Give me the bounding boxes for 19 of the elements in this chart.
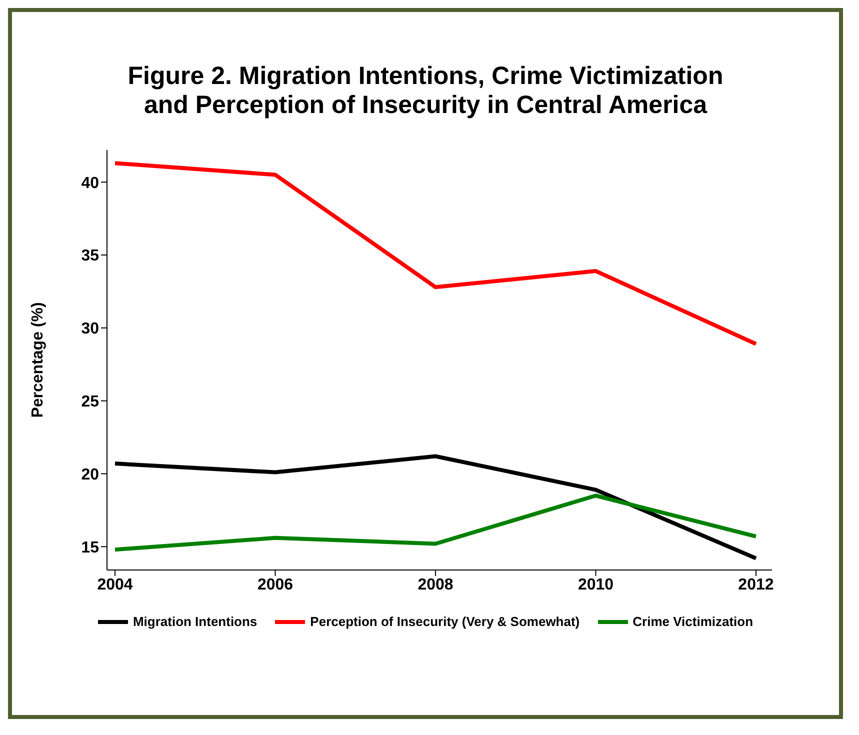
legend-label: Crime Victimization [632,614,754,629]
x-tick-label: 2006 [257,576,294,594]
x-tick-label: 2008 [418,576,454,594]
x-tick-label: 2010 [578,576,614,594]
x-tick-label: 2004 [97,576,133,594]
y-tick-label: 30 [81,320,100,338]
x-tick-label: 2012 [738,576,774,594]
y-axis-title: Percentage (%) [30,302,47,418]
line-series [113,454,758,560]
legend-label: Perception of Insecurity (Very & Somewhat) [310,614,580,629]
y-tick-label: 40 [81,174,100,192]
y-tick-label: 35 [81,248,100,265]
y-tick-label: 20 [81,466,100,484]
legend-label: Migration Intentions [132,614,258,629]
chart-title: Figure 2. Migration Intentions, Crime Victimization and Perception of Insecurity in Central America [126,62,724,120]
y-tick-label: 25 [81,394,100,411]
line-series [113,494,758,552]
line-series [113,161,758,346]
y-tick-label: 15 [81,539,100,556]
